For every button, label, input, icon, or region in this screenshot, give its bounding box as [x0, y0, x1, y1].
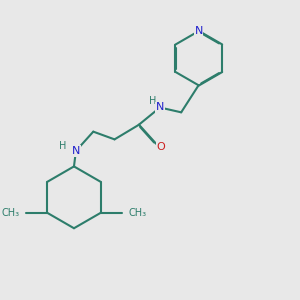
Text: O: O [157, 142, 165, 152]
Text: N: N [72, 146, 80, 156]
Text: CH₃: CH₃ [1, 208, 19, 218]
Text: CH₃: CH₃ [129, 208, 147, 218]
Text: N: N [156, 103, 164, 112]
Text: H: H [59, 141, 66, 151]
Text: H: H [148, 96, 156, 106]
Text: N: N [194, 26, 203, 36]
